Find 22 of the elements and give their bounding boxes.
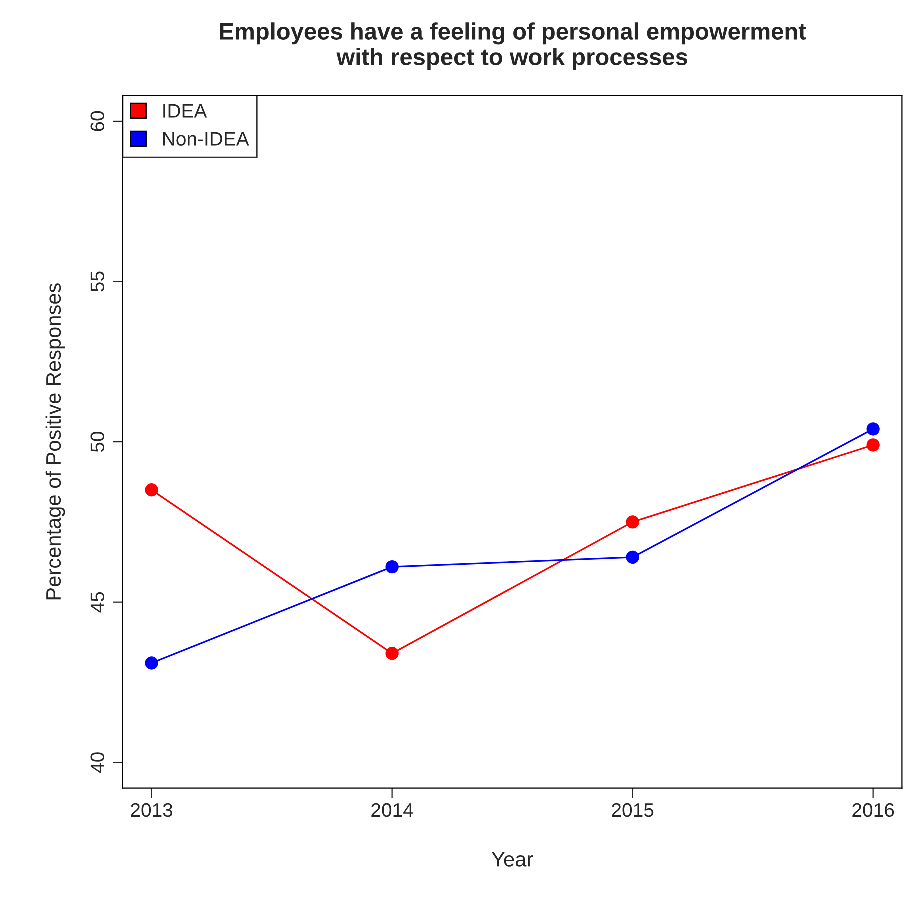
point	[626, 550, 640, 564]
y-tick-label: 60	[90, 111, 105, 132]
y-axis-title: Percentage of Positive Responses	[46, 284, 66, 600]
point	[866, 438, 880, 452]
y-tick-label: 40	[90, 752, 105, 774]
y-tick-label: 50	[90, 432, 105, 452]
y-tick-label: 55	[90, 272, 105, 292]
x-tick-label: 2015	[612, 803, 654, 818]
point	[626, 516, 640, 529]
x-axis-title: Year	[492, 852, 534, 867]
x-tick-label: 2013	[131, 803, 173, 818]
legend-label: Non-IDEA	[163, 132, 250, 146]
x-tick-label: 2014	[372, 803, 414, 818]
x-tick-label: 2016	[852, 803, 894, 818]
point	[145, 656, 158, 670]
y-tick-label: 45	[90, 592, 105, 613]
point	[386, 560, 399, 574]
legend-label: IDEA	[164, 104, 208, 118]
point	[145, 484, 158, 497]
point	[386, 647, 399, 660]
point	[866, 422, 880, 436]
chart-title: Employees have a feeling of personal empowerment with respect to work processes	[220, 22, 806, 70]
